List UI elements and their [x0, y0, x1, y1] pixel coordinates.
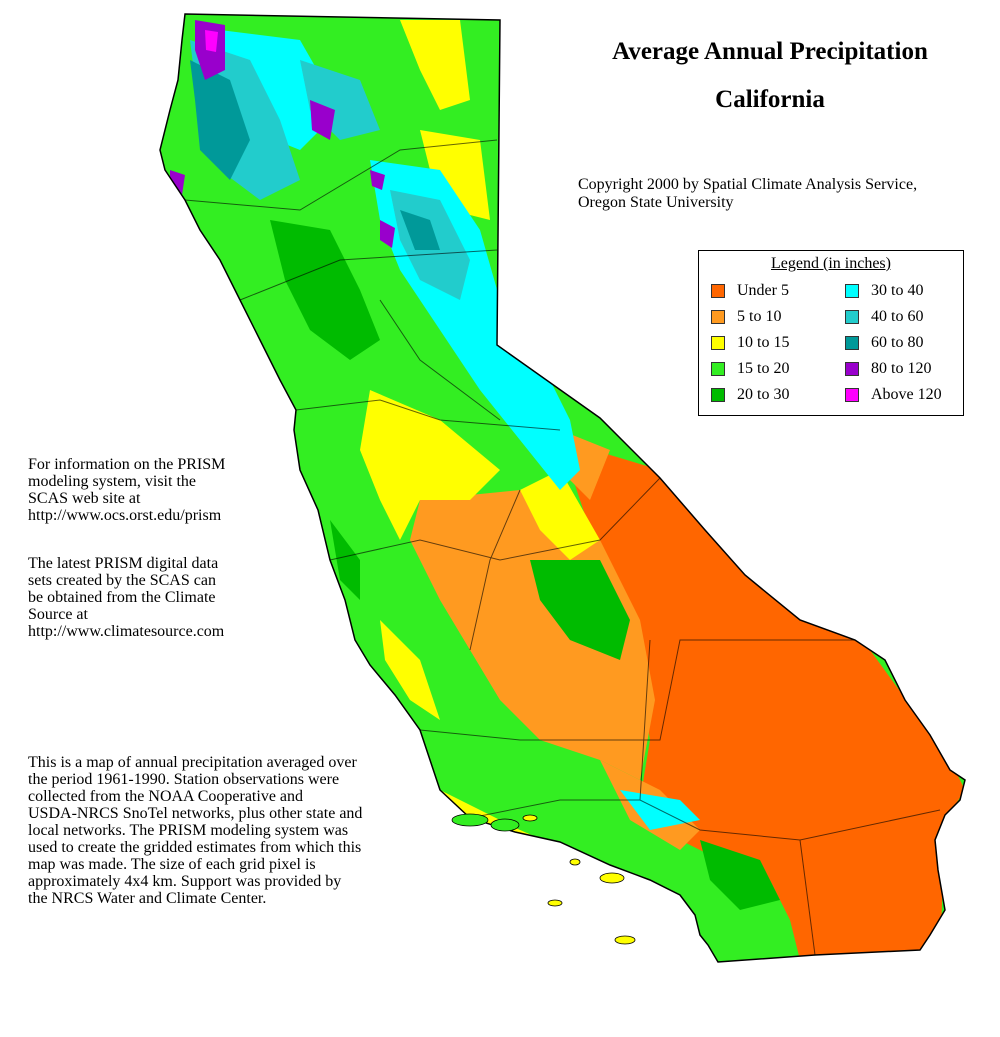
- zone-10-to-15: [360, 390, 500, 540]
- legend-swatch: [845, 284, 859, 298]
- legend-label: 60 to 80: [871, 334, 924, 351]
- legend-swatch: [845, 336, 859, 350]
- legend-swatch: [845, 388, 859, 402]
- copyright-notice: Copyright 2000 by Spatial Climate Analys…: [578, 176, 918, 211]
- legend-swatch: [711, 336, 725, 350]
- map-title: Average Annual Precipitation: [612, 38, 928, 65]
- legend-title: Legend (in inches): [771, 255, 891, 272]
- legend-label: Under 5: [737, 282, 789, 299]
- island-san-clemente: [614, 935, 636, 945]
- map-description-text: This is a map of annual precipitation av…: [28, 754, 363, 907]
- legend-label: Above 120: [871, 386, 942, 403]
- legend-label: 40 to 60: [871, 308, 924, 325]
- data-source-text: The latest PRISM digital data sets creat…: [28, 555, 225, 640]
- legend: Legend (in inches) Under 5 5 to 10 10 to 1…: [698, 250, 964, 416]
- legend-label: 15 to 20: [737, 360, 790, 377]
- island-anacapa: [522, 814, 538, 822]
- zone-above-120: [205, 30, 218, 52]
- island-santa-barbara: [569, 858, 581, 866]
- legend-label: 30 to 40: [871, 282, 924, 299]
- map-subtitle: California: [715, 86, 825, 113]
- channel-islands: [451, 813, 636, 945]
- county-lines: [184, 139, 941, 956]
- prism-info-text: For information on the PRISM modeling sy…: [28, 456, 226, 524]
- zone-20-to-30: [270, 220, 380, 360]
- island-san-nicolas: [547, 899, 563, 907]
- legend-swatch: [711, 362, 725, 376]
- island-santa-cruz: [451, 813, 489, 827]
- island-catalina: [599, 872, 625, 884]
- legend-swatch: [711, 310, 725, 324]
- legend-label: 20 to 30: [737, 386, 790, 403]
- legend-swatch: [711, 284, 725, 298]
- island-santa-rosa: [490, 818, 520, 832]
- legend-swatch: [711, 388, 725, 402]
- legend-swatch: [845, 362, 859, 376]
- legend-label: 80 to 120: [871, 360, 932, 377]
- legend-label: 5 to 10: [737, 308, 782, 325]
- california-outline: [159, 13, 966, 963]
- zone-under-5: [560, 440, 965, 960]
- zone-60-to-80: [190, 60, 250, 180]
- legend-swatch: [845, 310, 859, 324]
- legend-label: 10 to 15: [737, 334, 790, 351]
